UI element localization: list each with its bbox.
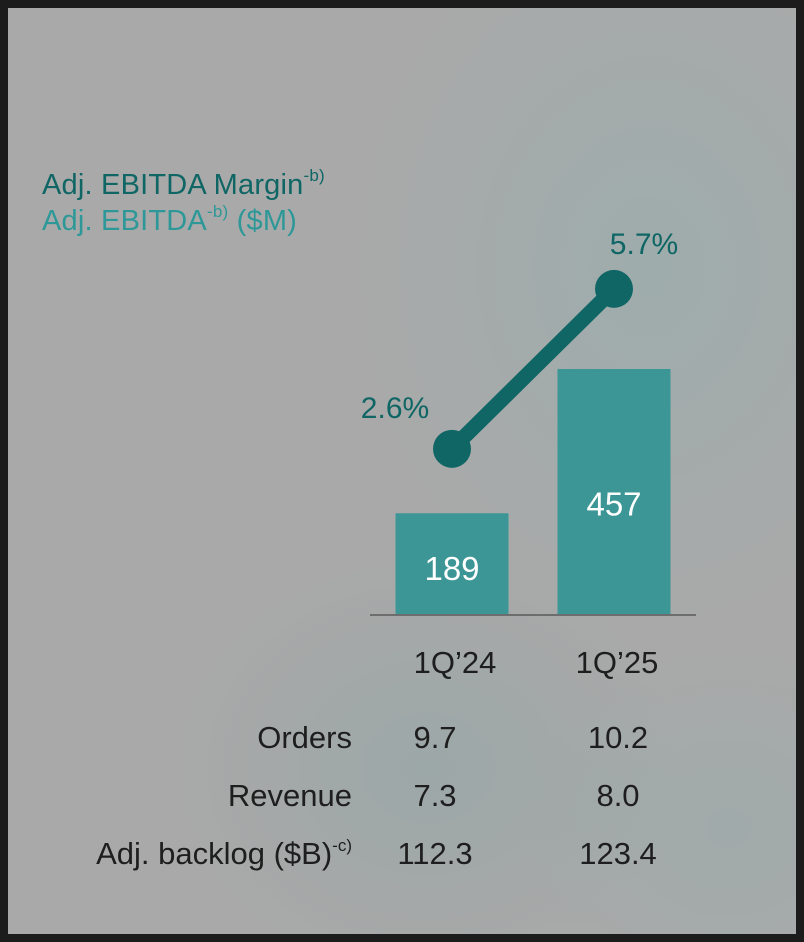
margin-point-1q24	[433, 429, 471, 468]
bar-1q25	[557, 368, 671, 615]
x-tick-label-1q25: 1Q’25	[576, 645, 659, 680]
legend-ebitda: Adj. EBITDA-b) ($M)	[42, 202, 297, 238]
legend-ebitda-unit: ($M)	[228, 205, 298, 237]
bar-value-label-1q24: 189	[424, 550, 479, 587]
row-label-backlog: Adj. backlog ($B)-c)	[96, 836, 352, 871]
ebitda-chart: 189 457 2.6% 5.7% 1Q’24 1Q’25	[361, 228, 696, 680]
row-label-revenue: Revenue	[227, 778, 352, 813]
chart-panel: Adj. EBITDA Margin-b) Adj. EBITDA-b) ($M…	[8, 8, 796, 934]
bar-1q24	[395, 513, 509, 615]
legend-ebitda-label: Adj. EBITDA	[42, 205, 207, 237]
margin-label-1q24: 2.6%	[361, 392, 429, 425]
margin-point-1q25	[595, 269, 633, 308]
legend-ebitda-note: -b)	[206, 202, 229, 221]
legend-margin-note: -b)	[303, 166, 325, 185]
row-label-orders: Orders	[257, 720, 352, 755]
bar-value-label-1q25: 457	[586, 485, 641, 522]
margin-label-1q25: 5.7%	[610, 228, 678, 261]
margin-line	[444, 281, 622, 457]
x-tick-label-1q24: 1Q’24	[414, 645, 497, 680]
legend-margin-label: Adj. EBITDA Margin	[42, 169, 304, 201]
backlog-note: -c)	[332, 836, 352, 855]
legend-margin: Adj. EBITDA Margin-b)	[42, 166, 325, 202]
